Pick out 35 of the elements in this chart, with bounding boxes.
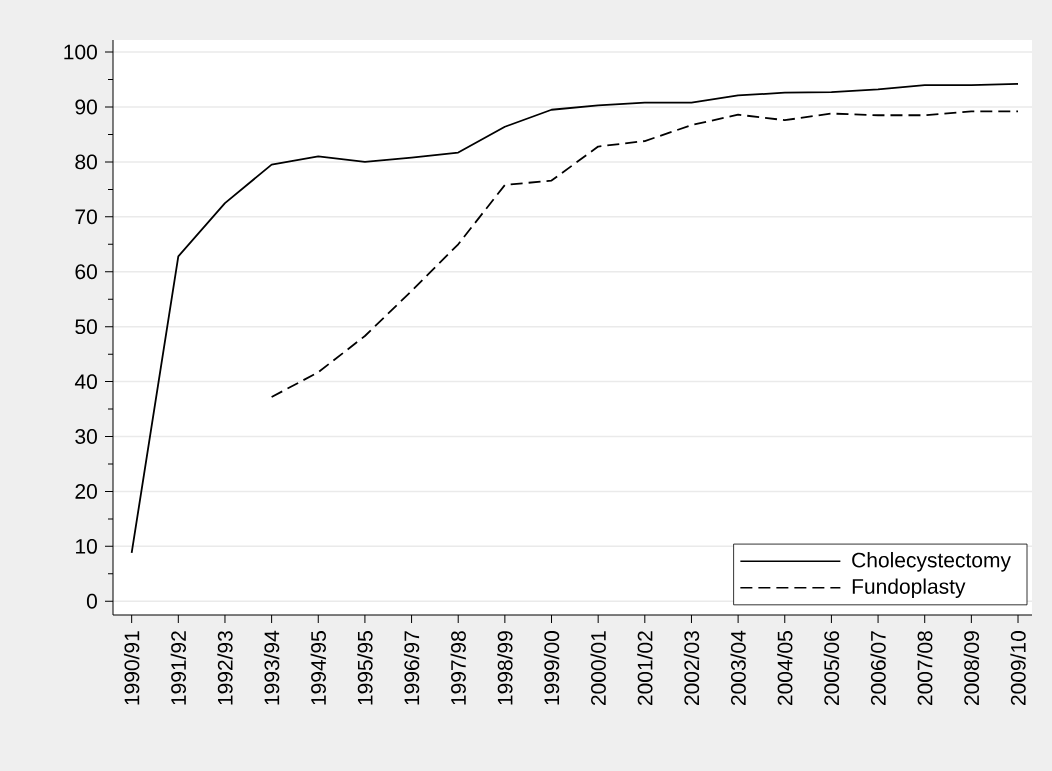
y-tick-label: 30 <box>75 429 97 444</box>
x-tick-label: 1998/99 <box>497 631 513 705</box>
line-series <box>270 110 1019 398</box>
x-tick-label: 1992/93 <box>217 631 233 705</box>
legend-label: Cholecystectomy <box>852 552 1011 572</box>
y-tick-label: 60 <box>75 264 97 280</box>
x-tick-label: 1996/97 <box>403 631 420 705</box>
x-tick-label: 1997/98 <box>450 631 466 705</box>
x-tick-label: 2006/07 <box>870 631 886 706</box>
y-tick-label: 20 <box>75 484 97 499</box>
y-tick-label: 40 <box>74 374 97 390</box>
y-tick-label: 80 <box>75 154 97 170</box>
x-tick-label: 1994/95 <box>310 631 326 705</box>
line-series <box>130 83 1019 554</box>
x-tick-label: 1999/00 <box>543 631 560 705</box>
x-tick-label: 2005/06 <box>823 631 840 706</box>
x-tick-label: 1991/92 <box>170 631 187 705</box>
legend-label: Fundoplasty <box>852 578 966 599</box>
y-tick-label: 0 <box>86 593 97 609</box>
y-tick-label: 100 <box>64 44 97 60</box>
y-tick-label: 50 <box>75 319 97 335</box>
x-tick-label: 2004/05 <box>777 631 793 706</box>
y-tick-label: 90 <box>75 99 97 115</box>
x-tick-label: 2001/02 <box>637 631 653 706</box>
y-tick-label: 70 <box>75 209 97 225</box>
x-tick-label: 2000/01 <box>590 631 606 706</box>
x-tick-label: 1995/95 <box>357 631 373 705</box>
x-tick-label: 2008/09 <box>963 631 980 706</box>
y-tick-label: 10 <box>76 538 97 554</box>
x-tick-label: 2007/08 <box>917 631 933 706</box>
x-tick-label: 2003/04 <box>730 630 746 706</box>
x-tick-label: 2009/10 <box>1010 631 1026 706</box>
x-tick-label: 2002/03 <box>683 631 700 706</box>
x-tick-label: 1990/91 <box>123 631 140 705</box>
x-tick-label: 1993/94 <box>263 630 280 705</box>
